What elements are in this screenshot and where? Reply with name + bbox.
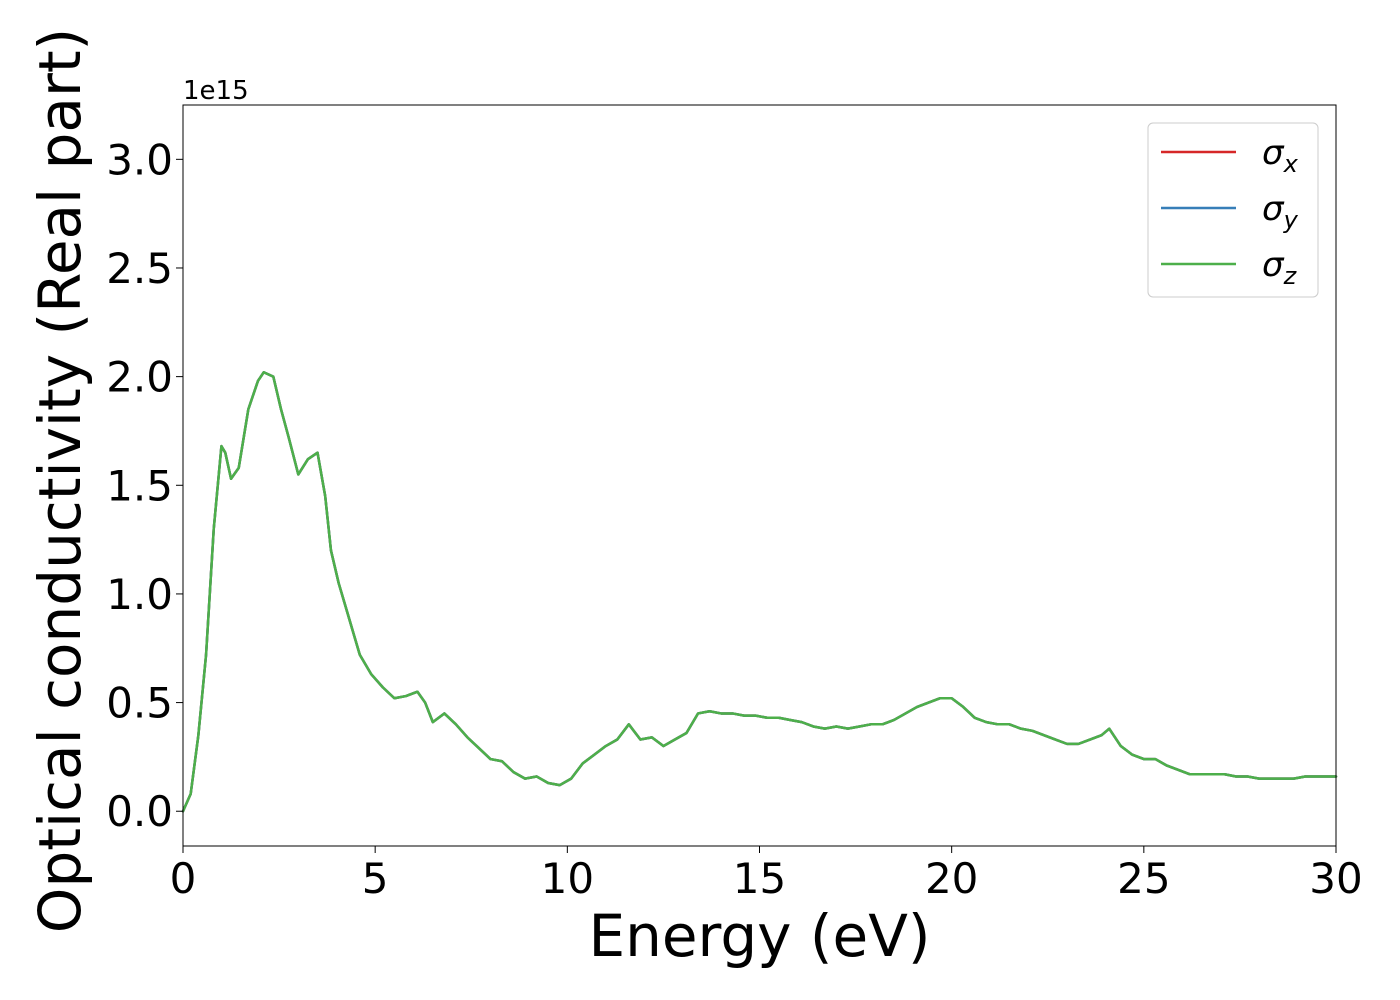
y-axis-label: Optical conductivity (Real part) [26, 28, 94, 933]
x-axis-label: Energy (eV) [588, 902, 930, 970]
x-tick-label: 10 [541, 854, 594, 903]
legend-box [1147, 122, 1319, 298]
y-tick-label: 0.5 [106, 679, 173, 728]
legend: σx σy σz [1147, 122, 1319, 298]
y-axis-ticks: 0.0 0.5 1.0 1.5 2.0 2.5 3.0 [106, 135, 183, 836]
x-tick-label: 25 [1117, 854, 1170, 903]
y-tick-label: 2.0 [106, 353, 173, 402]
series-line-3 [181, 371, 1338, 813]
x-tick-label: 0 [170, 854, 197, 903]
y-tick-label: 1.0 [106, 570, 173, 619]
x-tick-label: 20 [925, 854, 978, 903]
legend-label: σy [1262, 189, 1299, 234]
x-tick-label: 30 [1309, 854, 1362, 903]
y-axis-offset-label: 1e15 [183, 76, 249, 106]
y-tick-label: 2.5 [106, 244, 173, 293]
legend-label: σz [1262, 245, 1298, 290]
x-tick-label: 5 [362, 854, 389, 903]
y-tick-label: 3.0 [106, 135, 173, 184]
legend-label: σx [1262, 133, 1299, 178]
x-tick-label: 15 [733, 854, 786, 903]
y-tick-label: 1.5 [106, 461, 173, 510]
x-axis-ticks: 0 5 10 15 20 25 30 [170, 846, 1363, 903]
series-layer [181, 371, 1338, 813]
y-tick-label: 0.0 [106, 787, 173, 836]
